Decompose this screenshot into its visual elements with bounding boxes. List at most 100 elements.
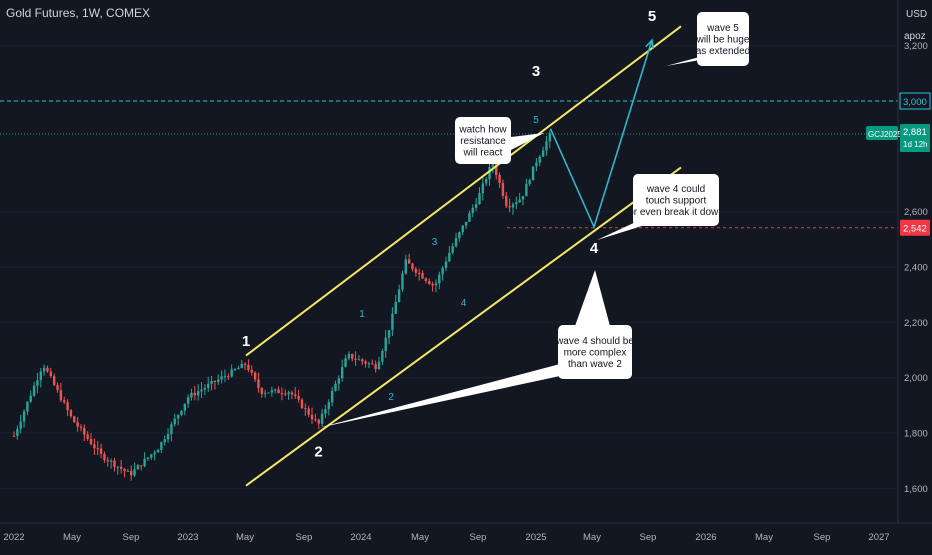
candle-up <box>180 410 183 415</box>
callout-box[interactable] <box>558 325 632 379</box>
candle-down <box>314 419 317 421</box>
candle-down <box>213 380 217 383</box>
candle-up <box>29 395 32 402</box>
candle-up <box>511 204 515 208</box>
x-tick-label: May <box>755 532 773 543</box>
candle-up <box>434 283 438 286</box>
candle-up <box>32 385 36 396</box>
candle-down <box>364 361 367 364</box>
wave-label-minor: 1 <box>359 309 365 320</box>
candle-up <box>203 387 207 390</box>
callout-text: or even break it down <box>628 207 724 218</box>
callout-text: resistance <box>460 136 506 147</box>
x-tick-label: 2024 <box>350 532 371 543</box>
candle-up <box>451 246 454 253</box>
callout-text: more complex <box>564 347 627 358</box>
candle-up <box>42 367 46 372</box>
candle-up <box>267 392 270 394</box>
scale-mode-label[interactable]: apoz <box>904 31 926 42</box>
candle-up <box>146 457 150 459</box>
candle-up <box>166 434 170 440</box>
channel-upper-line[interactable] <box>245 25 682 357</box>
channel-lower-line[interactable] <box>245 166 682 487</box>
candle-down <box>123 468 126 472</box>
candle-up <box>515 202 518 205</box>
y-tick-label: 1,600 <box>904 484 928 495</box>
resistance-price-tag: 3,000 <box>903 97 927 108</box>
candle-down <box>89 438 93 445</box>
candle-down <box>106 460 109 462</box>
candle-up <box>200 389 203 392</box>
candle-up <box>548 132 551 142</box>
candle-up <box>525 183 528 197</box>
currency-label[interactable]: USD <box>906 9 928 20</box>
candle-up <box>468 212 471 222</box>
callout-text: than wave 2 <box>568 359 622 370</box>
candle-up <box>237 368 240 370</box>
price-levels <box>0 100 898 229</box>
candle-up <box>391 313 394 331</box>
candle-up <box>471 207 474 213</box>
chart-title: Gold Futures, 1W, COMEX <box>6 6 151 20</box>
candle-down <box>290 392 294 395</box>
x-tick-label: Sep <box>814 532 831 543</box>
candle-down <box>417 272 421 274</box>
candle-down <box>247 365 250 370</box>
x-tick-label: 2026 <box>695 532 716 543</box>
candle-up <box>220 376 223 380</box>
candle-up <box>531 166 535 181</box>
candle-up <box>327 402 330 410</box>
candle-up <box>230 369 233 377</box>
candle-down <box>371 363 374 365</box>
candle-down <box>374 364 377 370</box>
candle-up <box>367 363 371 365</box>
wave-label-major: 1 <box>242 333 250 350</box>
candle-down <box>294 394 297 397</box>
projection-path[interactable] <box>549 38 655 230</box>
candle-up <box>150 454 153 458</box>
callout-box[interactable] <box>633 174 719 226</box>
candle-down <box>56 384 59 391</box>
candle-down <box>297 396 300 400</box>
x-tick-label: May <box>411 532 429 543</box>
candle-up <box>488 167 491 180</box>
wave-projection-line[interactable] <box>549 39 653 230</box>
candle-up <box>223 376 227 378</box>
wave-label-minor: 5 <box>533 115 539 126</box>
candle-down <box>140 465 143 467</box>
candle-up <box>438 274 441 284</box>
symbol-tag: GCJ2025 <box>868 130 902 139</box>
candle-up <box>22 411 26 422</box>
candle-up <box>401 273 404 290</box>
projection-arrowhead <box>645 38 655 50</box>
candle-up <box>387 330 391 338</box>
candle-up <box>448 252 451 262</box>
candle-down <box>243 363 247 366</box>
x-tick-label: 2025 <box>525 532 546 543</box>
candle-down <box>300 399 304 409</box>
callout-text: as extended <box>696 46 751 57</box>
candle-up <box>210 380 213 384</box>
candle-up <box>330 390 334 403</box>
symbol-tag-bg <box>866 125 898 140</box>
trend-channel[interactable] <box>245 25 682 487</box>
candle-up <box>156 449 160 453</box>
candle-countdown: 1d 12h <box>903 140 927 149</box>
axes: 1,600 1,800 2,000 2,200 2,400 2,600 3,000 3,200… <box>0 0 932 543</box>
x-tick-label: Sep <box>123 532 140 543</box>
callout-box[interactable] <box>455 117 511 164</box>
candle-up <box>190 392 193 398</box>
candle-up <box>334 383 337 391</box>
callout-box[interactable] <box>697 12 749 66</box>
candle-down <box>280 393 284 395</box>
candle-down <box>498 175 501 183</box>
candle-up <box>36 380 39 386</box>
candle-down <box>508 206 511 208</box>
callout-text: wave 5 <box>706 23 739 34</box>
candle-down <box>93 444 96 449</box>
candle-up <box>538 156 541 163</box>
candle-up <box>397 289 401 303</box>
